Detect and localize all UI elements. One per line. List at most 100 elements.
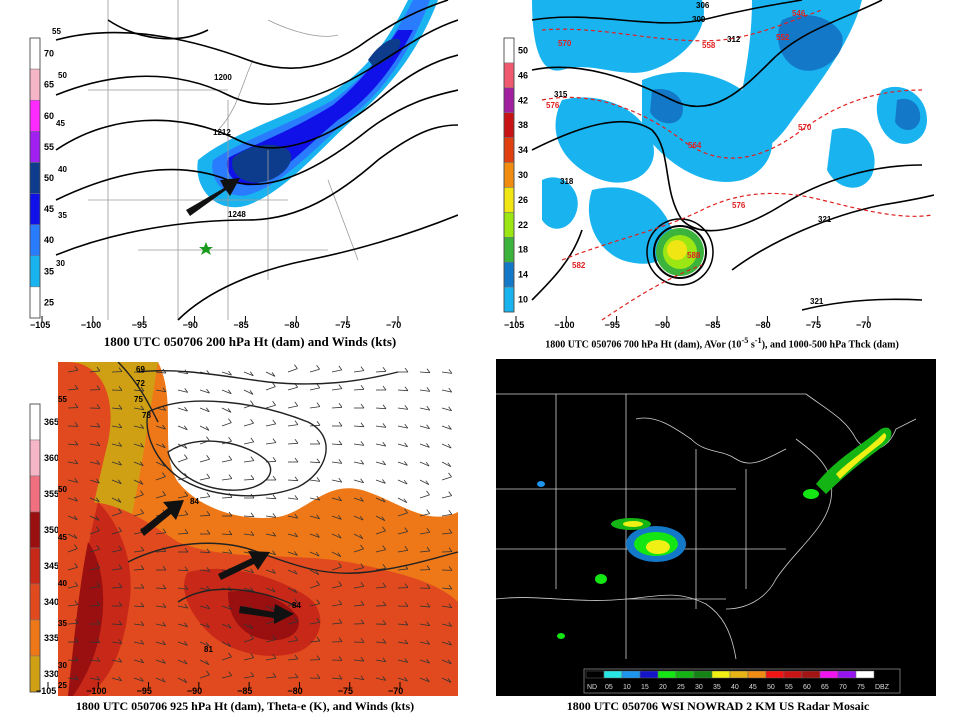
wind-barb xyxy=(206,511,211,516)
wind-barb xyxy=(111,677,122,682)
wind-barb xyxy=(265,639,276,643)
wind-barb xyxy=(441,659,452,665)
wind-barb xyxy=(118,601,123,607)
wind-barb xyxy=(199,641,210,647)
wind-barb xyxy=(360,563,365,568)
wind-barb xyxy=(184,547,189,553)
wind-barb xyxy=(448,622,453,627)
scale-frame xyxy=(503,37,515,313)
wind-barb xyxy=(96,478,100,484)
wind-barb xyxy=(419,623,430,627)
wind-barb xyxy=(199,659,210,666)
wind-barb xyxy=(89,641,101,644)
wind-barb xyxy=(96,582,101,587)
wind-barb xyxy=(404,546,409,551)
contour-label: 45 xyxy=(56,119,65,128)
legend-swatch xyxy=(621,670,641,679)
wind-barb xyxy=(426,405,431,411)
wind-barb xyxy=(404,527,409,532)
wind-barb xyxy=(243,371,254,377)
wind-barb xyxy=(96,619,101,625)
wind-barb xyxy=(404,583,409,588)
wind-barb xyxy=(272,531,277,537)
wind-barb xyxy=(111,497,122,503)
caption-200hpa: 1800 UTC 050706 200 hPa Ht (dam) and Win… xyxy=(103,334,397,349)
wind-barb xyxy=(96,366,101,372)
wind-barb xyxy=(419,494,430,499)
wind-barb xyxy=(294,636,299,641)
legend-label: 65 xyxy=(821,684,829,691)
wind-barb xyxy=(419,407,430,411)
wind-barb xyxy=(382,676,387,681)
wind-barb xyxy=(221,407,232,413)
wind-barb xyxy=(221,656,232,661)
wind-barb xyxy=(162,472,166,477)
wind-barb xyxy=(74,619,79,624)
wind-barb xyxy=(338,515,342,520)
wind-barb xyxy=(426,443,430,448)
wind-barb xyxy=(177,659,188,665)
wind-barb xyxy=(338,403,343,408)
wind-barb xyxy=(139,480,144,485)
wind-barb xyxy=(382,423,387,428)
wind-barb xyxy=(67,515,78,521)
wind-barb xyxy=(74,459,79,464)
contour-label: 318 xyxy=(560,177,574,186)
wind-barb xyxy=(265,515,276,518)
scale-700hpa: 50 46 42 38 34 30 26 22 18 14 10 xyxy=(503,37,528,313)
wind-barb xyxy=(331,497,342,502)
wind-barb xyxy=(177,371,188,375)
scale-label: 340 xyxy=(44,597,59,607)
wind-barb xyxy=(67,548,78,553)
wind-barb xyxy=(316,495,321,501)
theta-e-shading xyxy=(58,362,458,696)
wind-barb xyxy=(382,545,387,550)
wind-barb xyxy=(227,408,232,413)
wind-barb xyxy=(441,587,452,590)
jet-shading xyxy=(197,0,438,208)
caption-part: s xyxy=(748,339,755,351)
caption-part: ), and 1000-500 hPa Thck (dam) xyxy=(761,339,899,351)
wind-barb xyxy=(206,585,211,591)
wind-barb xyxy=(331,461,342,464)
wind-barb xyxy=(448,387,453,393)
contour-label: 321 xyxy=(810,297,824,306)
wind-barb xyxy=(419,461,430,467)
wind-barb xyxy=(67,388,78,391)
wind-barb xyxy=(89,461,100,465)
wind-barb xyxy=(353,533,364,540)
wind-barb xyxy=(294,401,299,407)
wind-barb xyxy=(111,479,122,485)
scale-swatch xyxy=(503,87,515,113)
wind-barb xyxy=(448,603,453,608)
wind-barb xyxy=(441,641,452,646)
wind-barb xyxy=(95,497,100,502)
wind-barb xyxy=(441,605,452,609)
thickness-labels: 546 552 558 564 570 570 576 576 582 588 xyxy=(546,9,812,270)
wind-barb xyxy=(316,477,321,482)
contour-label: 35 xyxy=(58,619,67,628)
wind-barb xyxy=(118,639,123,644)
wind-barb xyxy=(199,477,210,481)
wind-barb xyxy=(287,479,299,482)
scale-label: 46 xyxy=(518,70,528,80)
wind-barb xyxy=(309,497,320,501)
wind-barb xyxy=(199,569,210,572)
wind-barb xyxy=(228,530,233,535)
wind-barb xyxy=(360,403,365,409)
legend-swatch xyxy=(855,670,875,679)
lon-label: −75 xyxy=(338,686,353,696)
wind-barb xyxy=(155,443,166,449)
wind-barb xyxy=(118,404,123,410)
wind-barb xyxy=(360,441,365,446)
lon-label: −95 xyxy=(605,320,620,330)
contour-label: 84 xyxy=(190,497,199,506)
legend-swatch xyxy=(675,670,695,679)
wind-barb xyxy=(265,533,276,537)
legend-swatch xyxy=(657,670,677,679)
wind-barb xyxy=(309,603,320,607)
wind-barb xyxy=(89,443,100,447)
wind-barb xyxy=(199,425,210,431)
scale-200hpa: 70 65 60 55 50 45 40 35 25 xyxy=(29,37,54,319)
caption-part: 1800 UTC 050706 700 hPa Ht (dam), AVor (… xyxy=(545,339,742,351)
